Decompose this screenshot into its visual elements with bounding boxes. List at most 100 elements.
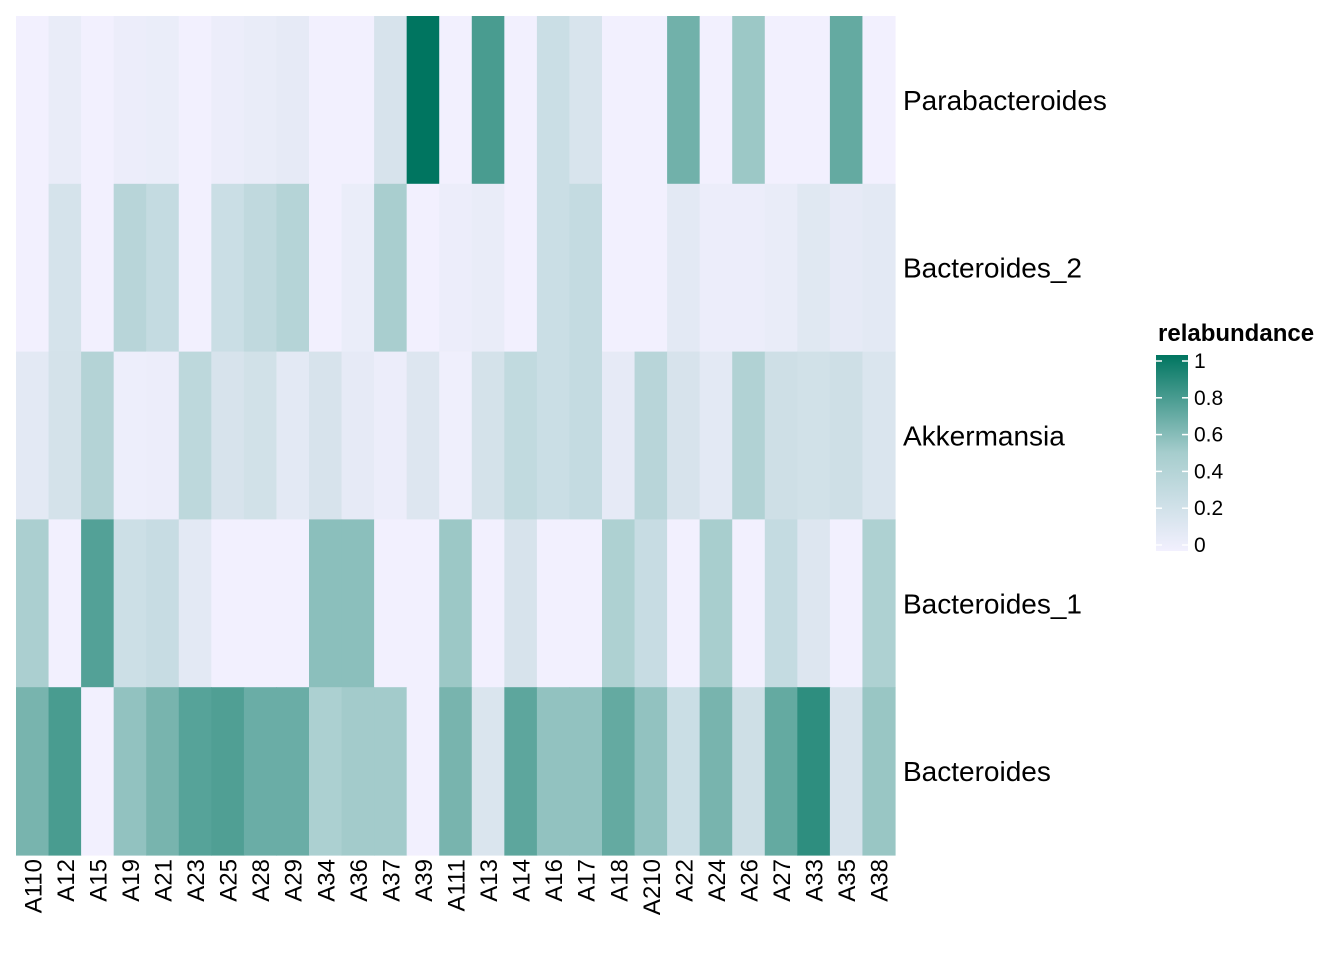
column-labels: A110 A12 A15 A19 A21 A23 A25 A28 A29 A34 A36 A37 A39… [20,859,893,915]
heatmap-cell [536,687,571,856]
legend-tick-label: 0 [1194,534,1206,557]
heatmap-cell [634,351,668,520]
heatmap-cell [276,687,310,856]
heatmap-cell [732,351,766,520]
heatmap-cell [667,183,701,353]
heatmap-cell [667,351,701,520]
heatmap-cell [81,183,115,353]
heatmap-cell [211,183,245,353]
heatmap-cell [732,687,766,856]
heatmap-cell [764,687,798,856]
heatmap-cell [504,519,538,688]
column-label: A28 [248,859,275,902]
column-label: A27 [769,859,796,902]
heatmap-cell [178,687,212,856]
heatmap-cell [48,351,82,520]
heatmap-cell [764,351,798,520]
column-label: A14 [509,859,536,902]
heatmap-cell [211,16,245,185]
heatmap-cell [797,351,831,520]
heatmap-cell [341,183,375,353]
heatmap-cell [569,519,603,688]
heatmap-cell [243,183,278,353]
heatmap-cell [471,183,505,353]
heatmap-cell [732,183,766,353]
heatmap-cell [406,687,440,856]
legend-tick-label: 1 [1194,350,1206,373]
heatmap-cell [16,519,50,688]
column-label: A37 [378,859,405,902]
heatmap-cell [602,687,636,856]
heatmap-cell [862,519,896,688]
heatmap-cell [211,687,245,856]
legend-tick-label: 0.8 [1194,387,1223,410]
heatmap-cells [16,16,896,856]
heatmap-cell [374,183,408,353]
heatmap-cell [439,519,473,688]
heatmap-cell [146,16,180,185]
heatmap-cell [374,519,408,688]
column-label: A17 [574,859,601,902]
heatmap-cell [178,519,212,688]
heatmap-cell [146,183,180,353]
heatmap-cell [862,687,896,856]
heatmap-cell [178,16,212,185]
column-label: A13 [476,859,503,902]
heatmap-cell [374,687,408,856]
column-label: A110 [20,859,47,913]
column-label: A19 [118,859,145,902]
heatmap-cell [471,687,505,856]
heatmap-cell [569,687,603,856]
heatmap-cell [309,351,343,520]
heatmap-cell [146,351,180,520]
heatmap-cell [406,519,440,688]
heatmap-cell [634,16,668,185]
row-label: Bacteroides_1 [903,588,1082,619]
heatmap-cell [699,687,733,856]
heatmap-cell [113,16,147,185]
heatmap-cell [634,519,668,688]
column-label: A36 [346,859,373,902]
color-legend: relabundance 0 0.2 0.4 0.6 0.8 1 [1156,320,1314,557]
heatmap-cell [732,16,766,185]
heatmap-cell [374,351,408,520]
column-label: A33 [802,859,829,902]
heatmap-cell [667,687,701,856]
heatmap-cell [569,351,603,520]
heatmap-cell [48,687,82,856]
legend-colorbar [1156,355,1188,551]
heatmap-cell [504,16,538,185]
column-label: A39 [411,859,438,902]
heatmap-cell [504,183,538,353]
heatmap-cell [764,16,798,185]
heatmap-cell [569,16,603,185]
heatmap-cell [536,351,571,520]
column-label: A25 [216,859,243,902]
heatmap-cell [471,351,505,520]
heatmap-cell [862,351,896,520]
legend-tick-label: 0.6 [1194,424,1223,447]
heatmap-cell [276,351,310,520]
heatmap-cell [829,687,864,856]
column-label: A210 [639,859,666,915]
heatmap-cell [699,351,733,520]
column-label: A21 [151,859,178,902]
legend-ticks: 0 0.2 0.4 0.6 0.8 1 [1156,350,1224,557]
heatmap-cell [48,16,82,185]
heatmap-cell [243,351,278,520]
heatmap-cell [243,16,278,185]
heatmap-cell [276,183,310,353]
heatmap-cell [81,519,115,688]
heatmap-cell [243,519,278,688]
column-label: A34 [313,859,340,902]
heatmap-cell [797,687,831,856]
heatmap-cell [341,687,375,856]
heatmap-cell [81,687,115,856]
heatmap-cell [211,519,245,688]
heatmap-cell [439,687,473,856]
heatmap-cell [439,351,473,520]
heatmap-cell [276,16,310,185]
legend-tick-label: 0.2 [1194,497,1223,520]
heatmap-cell [374,16,408,185]
